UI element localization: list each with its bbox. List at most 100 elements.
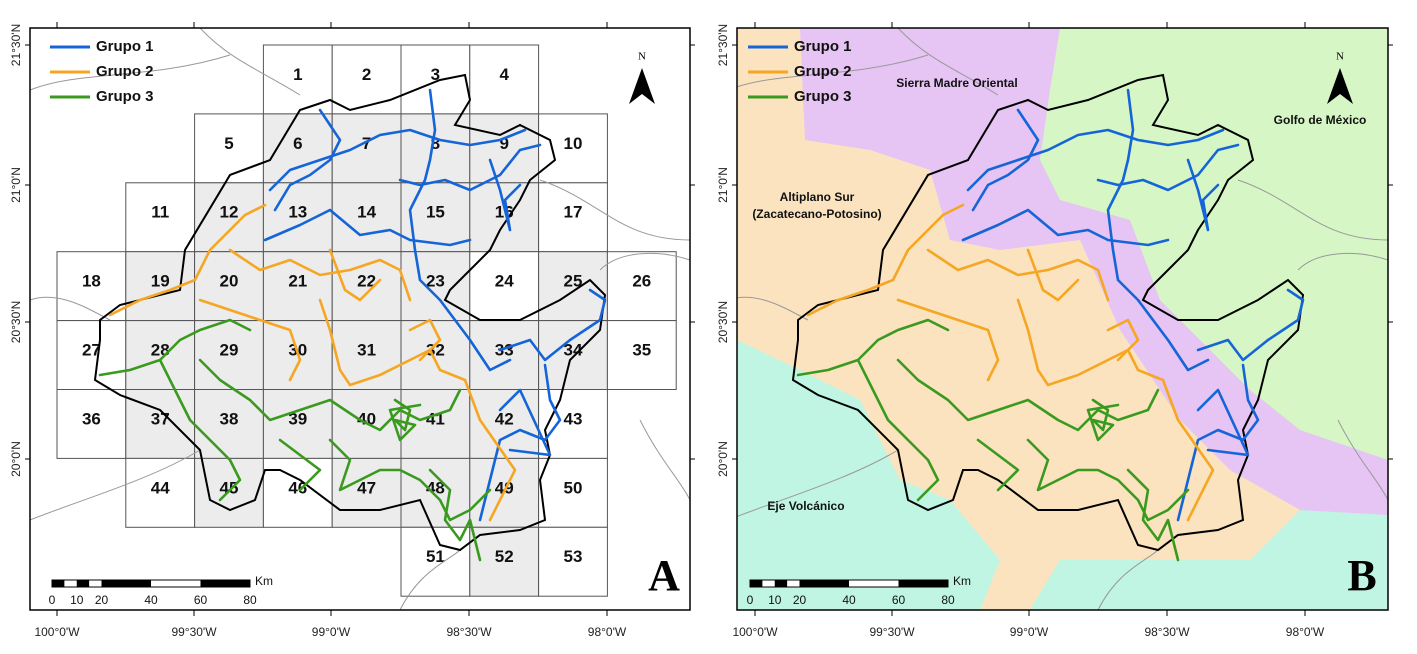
cell-number: 22: [357, 272, 376, 291]
scale-label: 60: [892, 593, 906, 607]
lat-label: 21°0'N: [716, 167, 730, 203]
group1-line: [498, 288, 607, 362]
group1-line: [398, 143, 542, 192]
cell-number: 28: [151, 341, 170, 360]
north-label: N: [638, 51, 646, 63]
cell-number: 6: [293, 134, 302, 153]
cell-number: 42: [495, 409, 514, 428]
group3-line: [98, 318, 252, 377]
region-labels: Sierra Madre Oriental Golfo de México Al…: [752, 76, 1366, 513]
cell-number: 34: [564, 341, 583, 360]
scale-bar-segment: [52, 580, 65, 587]
cell-number: 20: [220, 272, 239, 291]
frame-a: [29, 27, 691, 611]
grid-cell: [606, 251, 677, 322]
cell-number: 19: [151, 272, 170, 291]
group3-line: [198, 358, 462, 432]
cell-number: 38: [220, 409, 239, 428]
scale-bar-segment: [750, 580, 763, 587]
group2-line: [228, 248, 412, 302]
cell-number: 26: [632, 272, 651, 291]
region-label: (Zacatecano-Potosino): [752, 207, 881, 221]
cell-number: 39: [288, 409, 307, 428]
cell-number: 45: [220, 478, 239, 497]
legend-label: Grupo 1: [794, 38, 852, 55]
cell-number: 11: [151, 203, 169, 222]
region-label: Eje Volcánico: [767, 499, 844, 513]
lon-label: 99°30'W: [869, 625, 915, 639]
cell-number: 9: [499, 134, 508, 153]
group1-line: [268, 128, 527, 192]
lon-label: 98°0'W: [1286, 625, 1325, 639]
grid-cell: [469, 182, 540, 253]
grid-cell: [331, 320, 402, 391]
lon-label: 99°0'W: [1010, 625, 1049, 639]
cell-number: 10: [564, 134, 583, 153]
boundary-line: [539, 179, 690, 241]
region-label: Golfo de México: [1274, 113, 1367, 127]
grid-cell: [194, 457, 264, 528]
cell-number: 46: [288, 478, 307, 497]
lon-label: 100°0'W: [732, 625, 778, 639]
grid-cell: [194, 113, 264, 184]
volcanic-region: [737, 340, 1000, 610]
boundary-line: [30, 54, 231, 91]
north-label: N: [1336, 51, 1344, 63]
cell-number: 29: [220, 341, 239, 360]
panel-letter: B: [1347, 551, 1376, 600]
group3-line: [428, 468, 482, 562]
cell-number: 14: [357, 203, 376, 222]
legend-label: Grupo 1: [96, 38, 154, 55]
scale-label: 0: [747, 593, 754, 607]
region-label: Altiplano Sur: [780, 190, 855, 204]
scale-label: 10: [768, 593, 782, 607]
cell-number: 4: [499, 65, 509, 84]
grid-cell: [469, 526, 540, 597]
cell-number: 47: [357, 478, 376, 497]
scale-label: 20: [793, 593, 807, 607]
scale-label: 80: [243, 593, 257, 607]
scale-unit: Km: [953, 574, 971, 588]
cell-number: 13: [288, 203, 307, 222]
basemap-lines: [30, 28, 690, 610]
cell-number: 17: [564, 203, 583, 222]
boundary-line: [199, 28, 301, 96]
cell-number: 35: [632, 341, 651, 360]
lon-label: 100°0'W: [34, 625, 80, 639]
scale-label: 80: [941, 593, 955, 607]
lat-label: 20°0'N: [716, 441, 730, 477]
lat-label: 20°30'N: [716, 301, 730, 343]
lon-label: 99°30'W: [171, 625, 217, 639]
frame-b: [736, 27, 1389, 611]
group2-line: [328, 248, 382, 302]
scale-label: 40: [842, 593, 856, 607]
grid-cell: [606, 320, 677, 391]
grid-cell: [194, 182, 264, 253]
group3-line: [328, 438, 492, 522]
state-outline: [93, 73, 607, 552]
cell-number: 37: [151, 409, 170, 428]
panel-letter: A: [648, 551, 680, 600]
group2-line: [108, 203, 267, 317]
group2-line: [318, 298, 517, 522]
north-arrow: [1327, 68, 1353, 104]
grid-cell: [538, 526, 608, 597]
boundary-line: [399, 549, 461, 610]
scale-label: 40: [144, 593, 158, 607]
network: [98, 88, 607, 562]
scale-label: 0: [49, 593, 56, 607]
cell-number: 15: [426, 203, 445, 222]
lon-label: 99°0'W: [312, 625, 351, 639]
group2-line: [408, 318, 442, 362]
lat-label: 20°0'N: [9, 441, 23, 477]
regions-b: [737, 28, 1388, 610]
legend-label: Grupo 3: [794, 88, 852, 105]
group1-line: [478, 363, 562, 522]
group3-line: [388, 398, 422, 442]
scale-bar-segment: [799, 580, 849, 587]
scale-bar-segment: [200, 580, 250, 587]
cell-number: 43: [564, 409, 583, 428]
